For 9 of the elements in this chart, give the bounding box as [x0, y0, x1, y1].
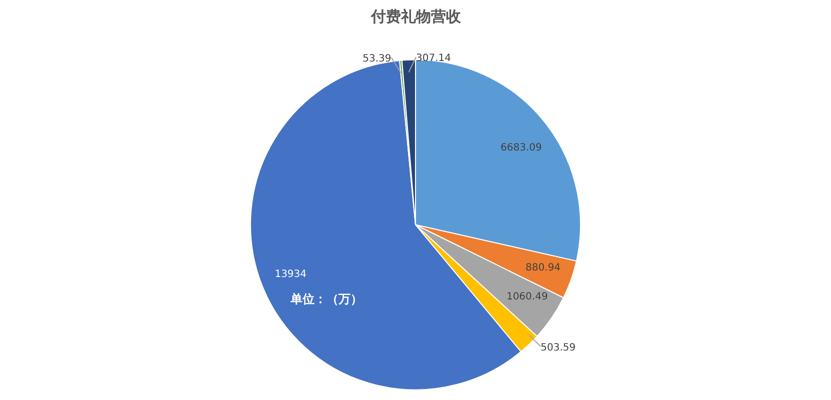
text: 单位：（万） — [290, 292, 362, 306]
data-label: 13934 — [274, 268, 307, 280]
data-label: 503.59 — [540, 342, 576, 354]
chart-title: 付费礼物营收 — [370, 8, 462, 26]
data-label: 6683.09 — [500, 142, 542, 154]
data-label: 307.14 — [416, 53, 452, 64]
data-label: 880.94 — [526, 262, 561, 274]
data-label: 53.39 — [362, 54, 392, 65]
data-label: 1060.49 — [506, 291, 548, 302]
